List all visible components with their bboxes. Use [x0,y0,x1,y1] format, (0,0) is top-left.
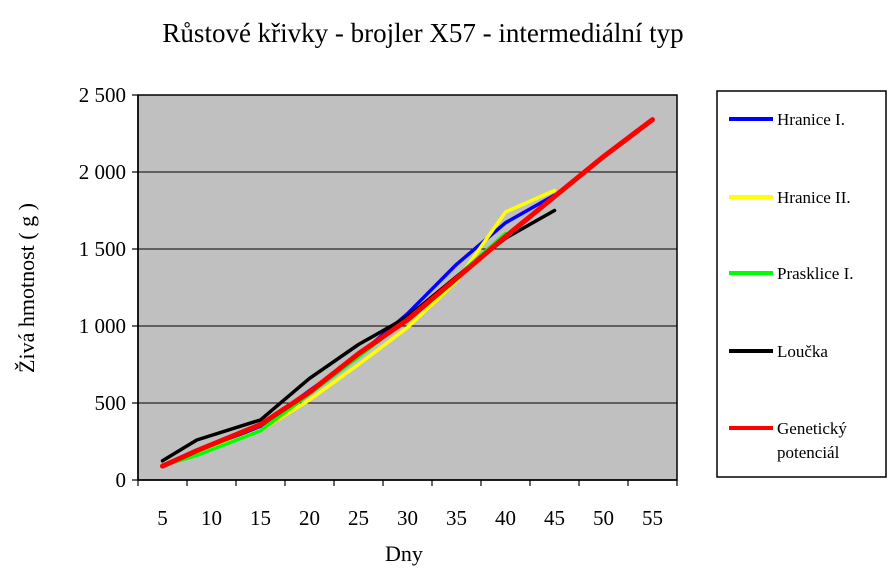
x-tick-label: 10 [201,506,222,530]
y-axis-label: Živá hmotnost ( g ) [14,203,39,373]
y-tick-label: 2 000 [79,160,126,184]
legend-label: Genetický [777,419,847,438]
y-axis-ticks: 0 500 1 000 1 500 2 000 2 500 [79,83,138,492]
legend-label: Hranice I. [777,110,845,129]
legend: Hranice I. Hranice II. Prasklice I. Loučka G… [729,110,853,462]
x-axis-label: Dny [385,541,423,566]
x-tick-label: 50 [593,506,614,530]
plot-area [137,94,678,481]
legend-label: Loučka [777,342,828,361]
legend-box [716,90,887,478]
y-tick-label: 1 000 [79,314,126,338]
legend-label: Hranice II. [777,188,851,207]
series-line-5 [160,117,655,469]
axes [137,95,677,481]
legend-label: potenciál [777,443,840,462]
x-tick-label: 45 [544,506,565,530]
legend-label: Prasklice I. [777,264,853,283]
x-tick-label: 35 [446,506,467,530]
x-axis-ticks: 5 10 15 20 25 30 35 40 45 50 55 [137,480,678,530]
x-tick-label: 55 [642,506,663,530]
x-tick-label: 30 [397,506,418,530]
series-layer [160,117,655,469]
y-tick-label: 500 [95,391,127,415]
y-tick-label: 2 500 [79,83,126,107]
y-tick-label: 0 [116,468,127,492]
chart-title: Růstové křivky - brojler X57 - intermedi… [162,18,683,48]
x-tick-label: 20 [299,506,320,530]
x-tick-label: 5 [157,506,168,530]
x-tick-label: 40 [495,506,516,530]
x-tick-label: 25 [348,506,369,530]
y-tick-label: 1 500 [79,237,126,261]
x-tick-label: 15 [250,506,271,530]
